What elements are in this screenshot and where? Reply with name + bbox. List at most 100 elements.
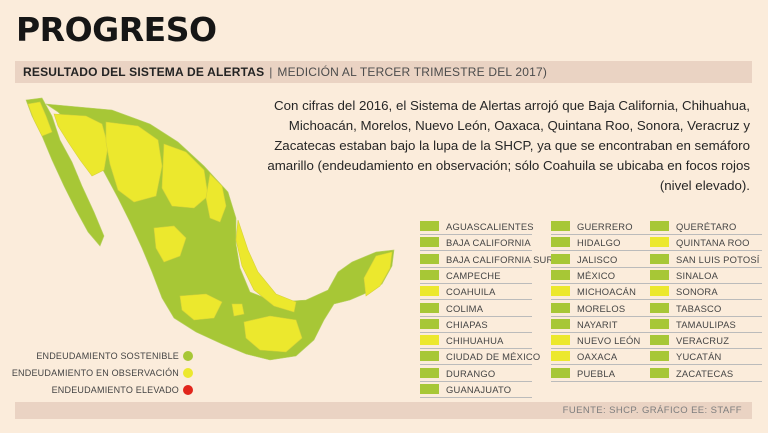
status-swatch bbox=[650, 253, 669, 264]
state-row: VERACRUZ bbox=[650, 333, 762, 350]
state-row: NAYARIT bbox=[551, 317, 663, 333]
state-row: COAHUILA bbox=[420, 284, 532, 301]
state-row: CIUDAD DE MÉXICO bbox=[420, 349, 540, 366]
state-name: COAHUILA bbox=[446, 286, 496, 298]
state-name: SINALOA bbox=[676, 269, 719, 281]
state-name: ZACATECAS bbox=[676, 367, 734, 379]
mexico-map bbox=[25, 97, 395, 361]
map-yellow-states bbox=[27, 101, 393, 353]
state-name: HIDALGO bbox=[577, 237, 621, 249]
state-row: SONORA bbox=[650, 284, 762, 301]
state-row: JALISCO bbox=[551, 252, 663, 268]
status-swatch bbox=[551, 286, 570, 297]
status-swatch bbox=[551, 367, 570, 378]
status-swatch bbox=[420, 335, 439, 346]
state-name: NUEVO LEÓN bbox=[577, 335, 641, 347]
status-swatch bbox=[650, 367, 669, 378]
state-row: YUCATÁN bbox=[650, 349, 762, 366]
status-swatch bbox=[551, 318, 570, 329]
status-swatch bbox=[420, 384, 439, 394]
state-name: MICHOACÁN bbox=[577, 286, 637, 298]
coahuila-state bbox=[161, 143, 209, 209]
status-swatch bbox=[551, 269, 570, 280]
subtitle-heading: RESULTADO DEL SISTEMA DE ALERTAS bbox=[23, 65, 265, 79]
state-row: COLIMA bbox=[420, 301, 532, 317]
state-row: NUEVO LEÓN bbox=[551, 333, 663, 350]
state-name: MÉXICO bbox=[577, 269, 616, 281]
nuevo-leon-state bbox=[205, 173, 227, 223]
status-swatch bbox=[650, 221, 669, 231]
status-swatch bbox=[420, 351, 439, 362]
map-islands bbox=[64, 164, 78, 196]
legend-label: ENDEUDAMIENTO EN OBSERVACIÓN bbox=[11, 368, 179, 378]
state-row: QUINTANA ROO bbox=[650, 235, 762, 252]
status-swatch bbox=[420, 302, 439, 313]
state-row: HIDALGO bbox=[551, 235, 663, 252]
state-row: MICHOACÁN bbox=[551, 284, 663, 301]
island-shape bbox=[64, 164, 70, 176]
state-row: BAJA CALIFORNIA bbox=[420, 235, 532, 252]
legend-item: ENDEUDAMIENTO EN OBSERVACIÓN bbox=[12, 365, 193, 381]
status-swatch bbox=[650, 269, 669, 280]
state-name: SONORA bbox=[676, 286, 718, 298]
state-name: QUINTANA ROO bbox=[676, 237, 750, 249]
status-swatch bbox=[420, 286, 439, 297]
state-row: SINALOA bbox=[650, 268, 762, 284]
state-name: BAJA CALIFORNIA SUR bbox=[446, 253, 554, 265]
footer-band: FUENTE: SHCP. GRÁFICO EE: STAFF bbox=[15, 402, 752, 419]
status-swatch bbox=[650, 286, 669, 297]
status-swatch bbox=[420, 221, 439, 231]
state-row: SAN LUIS POTOSÍ bbox=[650, 252, 762, 268]
michoacan-state bbox=[179, 293, 223, 321]
state-row: CHIHUAHUA bbox=[420, 333, 532, 350]
state-row: PUEBLA bbox=[551, 366, 663, 382]
state-name: BAJA CALIFORNIA bbox=[446, 237, 531, 249]
state-row: MORELOS bbox=[551, 301, 663, 317]
baja-california-state bbox=[27, 101, 53, 137]
status-swatch bbox=[551, 335, 570, 346]
status-swatch bbox=[650, 335, 669, 346]
veracruz-state bbox=[235, 219, 297, 313]
status-swatch bbox=[420, 367, 439, 378]
state-name: SAN LUIS POTOSÍ bbox=[676, 253, 760, 265]
state-row: BAJA CALIFORNIA SUR bbox=[420, 252, 553, 268]
legend-item: ENDEUDAMIENTO SOSTENIBLE bbox=[18, 348, 193, 364]
state-row: OAXACA bbox=[551, 349, 663, 366]
status-swatch bbox=[420, 269, 439, 280]
status-swatch bbox=[650, 237, 669, 248]
legend-label: ENDEUDAMIENTO ELEVADO bbox=[51, 385, 179, 395]
state-name: TABASCO bbox=[676, 302, 722, 314]
source-credit: FUENTE: SHCP. GRÁFICO EE: STAFF bbox=[562, 405, 742, 416]
state-name: OAXACA bbox=[577, 351, 618, 363]
status-swatch bbox=[420, 318, 439, 329]
status-swatch bbox=[551, 253, 570, 264]
state-name: CHIHUAHUA bbox=[446, 335, 504, 347]
status-swatch bbox=[650, 351, 669, 362]
state-row: TAMAULIPAS bbox=[650, 317, 762, 333]
state-name: TAMAULIPAS bbox=[676, 318, 736, 330]
legend-item: ENDEUDAMIENTO ELEVADO bbox=[18, 382, 193, 398]
state-row: DURANGO bbox=[420, 366, 532, 382]
state-row: CAMPECHE bbox=[420, 268, 532, 284]
state-name: GUANAJUATO bbox=[446, 384, 512, 395]
status-swatch bbox=[420, 237, 439, 248]
status-swatch bbox=[551, 221, 570, 231]
state-row: TABASCO bbox=[650, 301, 762, 317]
state-name: GUERRERO bbox=[577, 221, 633, 232]
zacatecas-state bbox=[153, 225, 187, 263]
legend-label: ENDEUDAMIENTO SOSTENIBLE bbox=[36, 351, 179, 361]
state-name: VERACRUZ bbox=[676, 335, 730, 347]
state-name: CAMPECHE bbox=[446, 269, 501, 281]
state-name: CIUDAD DE MÉXICO bbox=[446, 351, 541, 363]
legend-dot-icon bbox=[183, 385, 193, 395]
state-row: GUERRERO bbox=[551, 219, 663, 235]
state-row: AGUASCALIENTES bbox=[420, 219, 534, 235]
state-name: DURANGO bbox=[446, 367, 496, 379]
subtitle-band: RESULTADO DEL SISTEMA DE ALERTAS | MEDIC… bbox=[15, 61, 752, 83]
sonora-state bbox=[53, 113, 109, 177]
oaxaca-state bbox=[243, 315, 303, 353]
state-row: CHIAPAS bbox=[420, 317, 532, 333]
subtitle-separator: | bbox=[269, 65, 273, 79]
status-swatch bbox=[420, 253, 439, 264]
